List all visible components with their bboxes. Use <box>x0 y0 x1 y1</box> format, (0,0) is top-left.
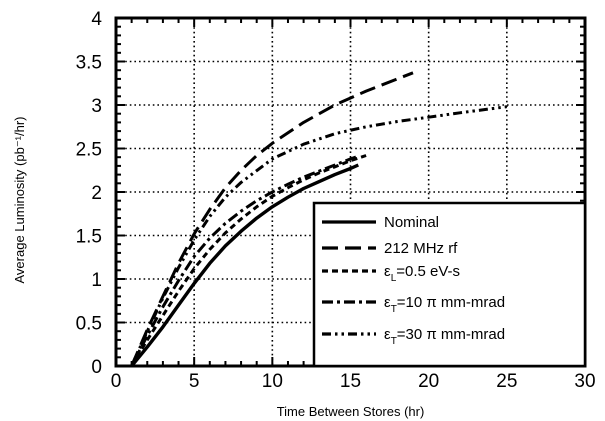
x-tick-label: 10 <box>262 371 283 392</box>
y-tick-label: 3 <box>91 96 102 117</box>
legend-label-0: Nominal <box>384 214 439 231</box>
legend-label-4: εT=30 π mm-mrad <box>384 326 505 347</box>
x-tick-label: 30 <box>574 371 595 392</box>
legend-box <box>312 201 587 368</box>
tick-label-layer: 0 5 10 15 20 25 30 0 0.5 1 1.5 2 2.5 3 3.5 4 <box>76 9 596 392</box>
x-tick-label: 0 <box>111 371 122 392</box>
y-tick-label: 3.5 <box>76 53 102 74</box>
y-tick-label: 2 <box>91 183 102 204</box>
y-tick-label: 1 <box>91 270 102 291</box>
x-tick-label: 20 <box>418 371 439 392</box>
y-axis-title: Average Luminosity (pb⁻¹/hr) <box>12 116 27 283</box>
series-line-0 <box>130 163 359 368</box>
legend-label-2: εL=0.5 eV-s <box>384 263 460 284</box>
series-line-2 <box>130 154 367 367</box>
y-tick-label: 4 <box>91 9 102 30</box>
series-layer <box>130 71 507 368</box>
x-tick-label: 25 <box>496 371 517 392</box>
y-tick-label: 0 <box>91 357 102 378</box>
legend-label-1: 212 MHz rf <box>384 240 458 257</box>
series-line-4 <box>130 105 507 367</box>
y-tick-label: 0.5 <box>76 314 102 335</box>
x-tick-label: 5 <box>189 371 200 392</box>
series-line-3 <box>130 154 359 367</box>
legend: Nominal 212 MHz rf εL=0.5 eV-s εT=10 π mm-m… <box>312 201 587 368</box>
x-tick-label: 15 <box>340 371 361 392</box>
x-axis-title: Time Between Stores (hr) <box>277 404 425 419</box>
legend-label-3: εT=10 π mm-mrad <box>384 294 505 315</box>
y-tick-label: 2.5 <box>76 140 102 161</box>
legend-items: Nominal 212 MHz rf εL=0.5 eV-s εT=10 π mm-m… <box>322 214 505 347</box>
y-tick-label: 1.5 <box>76 227 102 248</box>
